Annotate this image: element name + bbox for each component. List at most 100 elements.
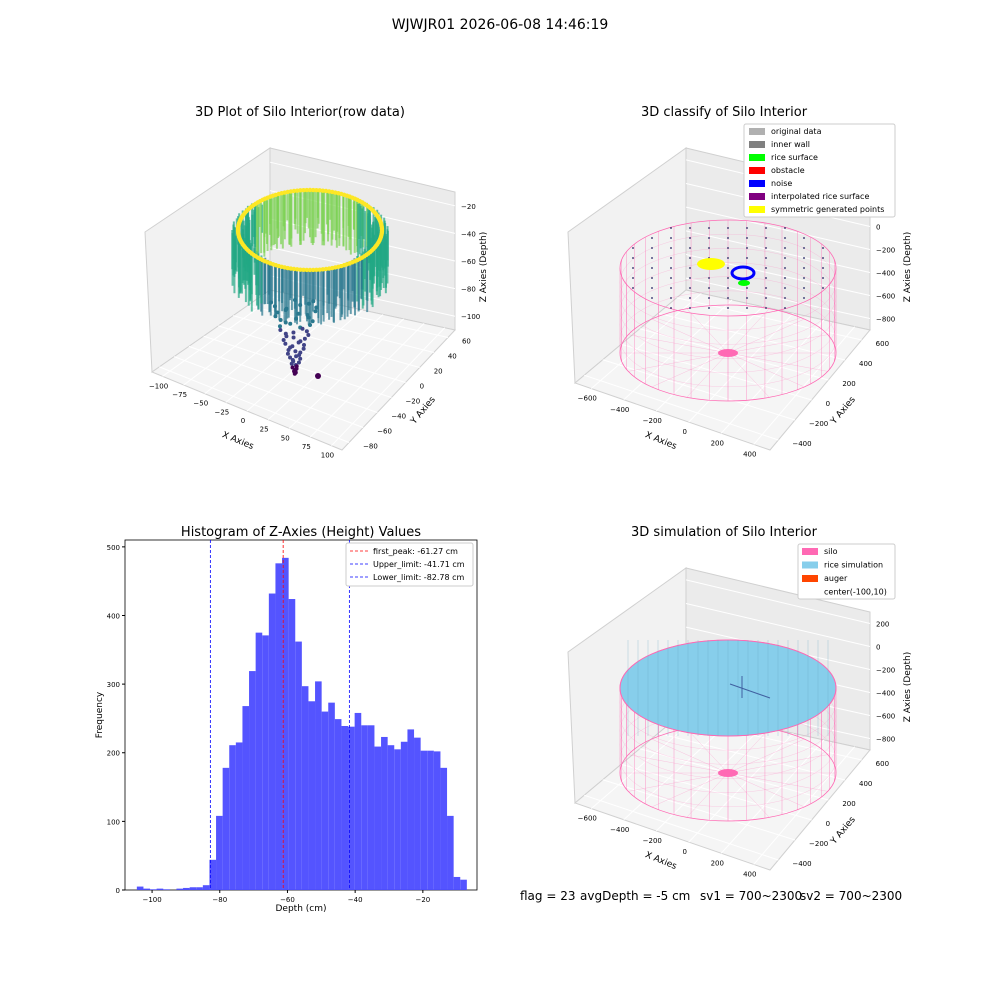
hist-bar bbox=[136, 886, 144, 890]
classify-y-tick: 200 bbox=[842, 380, 855, 388]
raw-point bbox=[311, 267, 316, 273]
hist-bar bbox=[282, 557, 289, 890]
classify-surface-dot bbox=[765, 237, 767, 239]
raw-point bbox=[314, 305, 319, 310]
classify-surface-dot bbox=[727, 267, 729, 269]
hist-bar bbox=[268, 593, 276, 890]
sim-y-tick: 0 bbox=[826, 820, 830, 828]
raw-point bbox=[320, 267, 326, 272]
hist-bar bbox=[447, 815, 454, 890]
hist-legend-label: Upper_limit: -41.71 cm bbox=[373, 560, 465, 569]
raw-point bbox=[291, 330, 296, 335]
raw-point bbox=[298, 356, 303, 361]
raw-chart-title: 3D Plot of Silo Interior(row data) bbox=[195, 105, 405, 120]
classify-y-tick: 400 bbox=[859, 360, 872, 368]
sim-auger bbox=[729, 683, 771, 699]
panel-simulation-3d: 3D simulation of Silo Interior −600−400−… bbox=[567, 525, 913, 878]
raw-point bbox=[306, 301, 311, 306]
raw-x-tick: −75 bbox=[172, 391, 187, 399]
classify-surface-dot bbox=[670, 297, 672, 299]
raw-point bbox=[314, 187, 319, 193]
classify-surface-dot bbox=[727, 237, 729, 239]
hist-legend-label: first_peak: -61.27 cm bbox=[373, 547, 458, 556]
raw-point bbox=[302, 336, 307, 341]
classify-surface-dot bbox=[651, 247, 653, 249]
classify-grid-x bbox=[623, 299, 733, 401]
sim-z-tick: −800 bbox=[876, 736, 895, 744]
classify-surface-dot bbox=[670, 257, 672, 259]
classify-surface-dot bbox=[803, 297, 805, 299]
raw-grid-z bbox=[269, 161, 456, 207]
raw-grid-y bbox=[232, 315, 420, 368]
sim-y-tick: 400 bbox=[859, 780, 872, 788]
classify-surface-dot bbox=[632, 247, 634, 249]
classify-legend-swatch bbox=[749, 128, 765, 135]
sim-silo-spoke bbox=[628, 754, 729, 774]
classify-legend-swatch bbox=[749, 180, 765, 187]
hist-bar bbox=[196, 887, 203, 890]
figure-title: WJWJR01 2026-06-08 14:46:19 bbox=[391, 17, 609, 33]
sim-x-tick: 400 bbox=[743, 870, 756, 878]
classify-surface-dot bbox=[727, 227, 729, 229]
sim-silo-center bbox=[718, 769, 738, 777]
hist-bar bbox=[209, 859, 217, 890]
classify-surface-dot bbox=[670, 267, 672, 269]
classify-legend-frame bbox=[743, 123, 896, 218]
sim-y-axis-label: Y Axies bbox=[829, 815, 858, 847]
sim-silo-spoke bbox=[686, 728, 729, 774]
sim-z-tick: 0 bbox=[876, 644, 880, 652]
sim-legend-swatch bbox=[802, 548, 818, 555]
classify-silo-spoke bbox=[727, 318, 805, 354]
raw-point bbox=[293, 349, 298, 354]
classify-silo-spoke bbox=[651, 352, 729, 388]
classify-surface-dot bbox=[803, 237, 805, 239]
raw-point bbox=[272, 304, 277, 309]
hist-y-axis-label: Frequency bbox=[95, 691, 105, 738]
classify-surface-dot bbox=[803, 267, 805, 269]
raw-grid-y bbox=[188, 345, 378, 413]
hist-bar bbox=[433, 751, 441, 890]
classify-y-tick: −400 bbox=[792, 440, 811, 448]
hist-bar bbox=[288, 599, 296, 890]
raw-point bbox=[301, 343, 306, 347]
raw-point bbox=[296, 340, 301, 345]
classify-rice-surface bbox=[738, 280, 750, 286]
flag-readout: flag = 23 bbox=[520, 889, 576, 903]
sim-x-tick: 0 bbox=[683, 848, 687, 856]
raw-point bbox=[313, 309, 318, 314]
sim-legend-swatch bbox=[802, 561, 818, 569]
hist-bar bbox=[176, 888, 184, 890]
classify-surface-dot bbox=[746, 237, 748, 239]
classify-surface-dot bbox=[689, 277, 691, 279]
classify-surface-dot bbox=[632, 257, 634, 259]
raw-point bbox=[300, 326, 305, 331]
hist-bar bbox=[235, 742, 243, 890]
classify-surface-dot bbox=[689, 307, 691, 309]
classify-y-tick: 0 bbox=[826, 400, 830, 408]
raw-point bbox=[289, 361, 294, 366]
hist-bar bbox=[275, 563, 283, 890]
classify-x-tick: −400 bbox=[610, 406, 629, 414]
raw-point bbox=[298, 303, 303, 307]
sim-y-tick: 200 bbox=[842, 800, 855, 808]
classify-symmetric-points bbox=[697, 258, 725, 270]
hist-bar bbox=[202, 885, 210, 890]
classify-silo-wireframe bbox=[619, 219, 837, 402]
raw-z-tick: −40 bbox=[461, 230, 476, 238]
classify-surface-dot bbox=[689, 257, 691, 259]
raw-x-axis-label: X Axies bbox=[220, 430, 255, 452]
classify-surface-dot bbox=[784, 247, 786, 249]
raw-point bbox=[275, 310, 280, 315]
classify-surface-dot bbox=[727, 277, 729, 279]
classify-grid-x bbox=[688, 312, 794, 423]
classify-legend-label: inner wall bbox=[771, 140, 810, 149]
classify-surface-dot bbox=[822, 257, 824, 259]
classify-legend-swatch bbox=[749, 206, 765, 213]
hist-bar bbox=[216, 815, 223, 890]
classify-grid-x bbox=[720, 319, 825, 434]
sim-silo-spoke bbox=[727, 772, 770, 818]
classify-surface-dot bbox=[670, 307, 672, 309]
classify-z-tick: 0 bbox=[876, 224, 880, 232]
classify-surface-dot bbox=[689, 237, 691, 239]
hist-bar bbox=[222, 767, 230, 890]
